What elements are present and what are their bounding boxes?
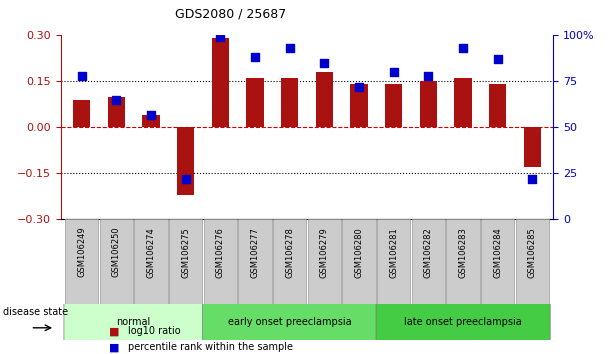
FancyBboxPatch shape <box>481 219 514 312</box>
FancyBboxPatch shape <box>516 219 549 312</box>
FancyBboxPatch shape <box>412 219 445 312</box>
Text: ■: ■ <box>109 326 120 336</box>
Bar <box>385 85 402 127</box>
Point <box>458 45 468 51</box>
Bar <box>489 85 506 127</box>
FancyBboxPatch shape <box>342 219 376 312</box>
Point <box>77 73 86 79</box>
FancyBboxPatch shape <box>169 219 202 312</box>
FancyBboxPatch shape <box>100 219 133 312</box>
Text: GSM106284: GSM106284 <box>493 227 502 278</box>
FancyBboxPatch shape <box>65 219 98 312</box>
Bar <box>316 72 333 127</box>
Text: GSM106277: GSM106277 <box>250 227 260 278</box>
FancyBboxPatch shape <box>446 219 480 312</box>
Text: late onset preeclampsia: late onset preeclampsia <box>404 317 522 327</box>
Point <box>215 34 225 40</box>
Text: GSM106280: GSM106280 <box>354 227 364 278</box>
FancyBboxPatch shape <box>377 219 410 312</box>
Text: percentile rank within the sample: percentile rank within the sample <box>128 342 292 352</box>
FancyBboxPatch shape <box>376 303 550 341</box>
Bar <box>142 115 160 127</box>
FancyBboxPatch shape <box>308 219 341 312</box>
Bar <box>350 85 368 127</box>
FancyBboxPatch shape <box>273 219 306 312</box>
Text: GDS2080 / 25687: GDS2080 / 25687 <box>176 7 286 20</box>
Text: GSM106250: GSM106250 <box>112 227 121 278</box>
Text: ■: ■ <box>109 342 120 352</box>
Text: disease state: disease state <box>3 307 68 316</box>
Bar <box>524 127 541 167</box>
Point <box>146 112 156 118</box>
Point <box>389 69 399 75</box>
Text: normal: normal <box>117 317 151 327</box>
FancyBboxPatch shape <box>64 303 203 341</box>
FancyBboxPatch shape <box>202 303 377 341</box>
Point <box>424 73 434 79</box>
Text: GSM106278: GSM106278 <box>285 227 294 278</box>
Text: GSM106276: GSM106276 <box>216 227 225 278</box>
Text: log10 ratio: log10 ratio <box>128 326 181 336</box>
Text: GSM106282: GSM106282 <box>424 227 433 278</box>
Point <box>493 57 503 62</box>
Point <box>111 97 121 103</box>
Point <box>181 176 190 182</box>
Bar <box>108 97 125 127</box>
Bar <box>177 127 195 195</box>
Text: GSM106285: GSM106285 <box>528 227 537 278</box>
Bar <box>454 78 472 127</box>
Text: GSM106274: GSM106274 <box>147 227 156 278</box>
Text: GSM106283: GSM106283 <box>458 227 468 278</box>
Point <box>354 84 364 90</box>
Point <box>250 55 260 60</box>
Bar <box>73 100 90 127</box>
Bar <box>420 81 437 127</box>
Text: GSM106281: GSM106281 <box>389 227 398 278</box>
FancyBboxPatch shape <box>238 219 272 312</box>
Text: GSM106249: GSM106249 <box>77 227 86 278</box>
Bar <box>246 78 264 127</box>
Text: GSM106279: GSM106279 <box>320 227 329 278</box>
Point <box>528 176 537 182</box>
Text: GSM106275: GSM106275 <box>181 227 190 278</box>
Point <box>320 60 330 66</box>
Bar <box>212 39 229 127</box>
Bar <box>281 78 299 127</box>
Text: early onset preeclampsia: early onset preeclampsia <box>228 317 351 327</box>
FancyBboxPatch shape <box>204 219 237 312</box>
Point <box>285 45 294 51</box>
FancyBboxPatch shape <box>134 219 168 312</box>
